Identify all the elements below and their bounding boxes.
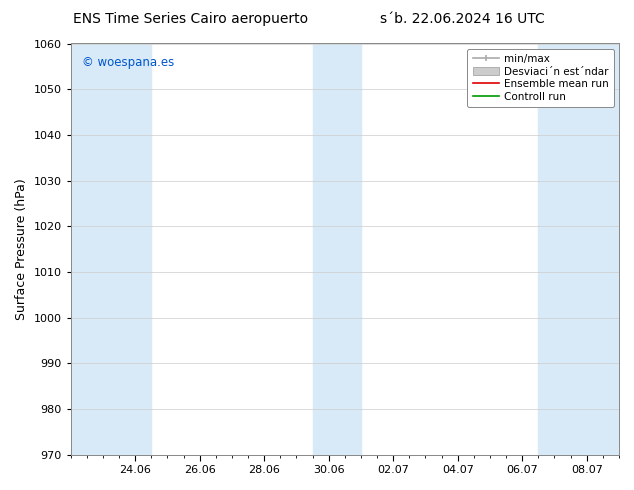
Legend: min/max, Desviaci´n est´ndar, Ensemble mean run, Controll run: min/max, Desviaci´n est´ndar, Ensemble m… (467, 49, 614, 107)
Y-axis label: Surface Pressure (hPa): Surface Pressure (hPa) (15, 178, 28, 320)
Text: © woespana.es: © woespana.es (82, 56, 174, 69)
Bar (538, 44, 619, 455)
Bar (313, 44, 361, 455)
Bar (71, 44, 152, 455)
Text: s´b. 22.06.2024 16 UTC: s´b. 22.06.2024 16 UTC (380, 12, 545, 26)
Text: ENS Time Series Cairo aeropuerto: ENS Time Series Cairo aeropuerto (73, 12, 307, 26)
